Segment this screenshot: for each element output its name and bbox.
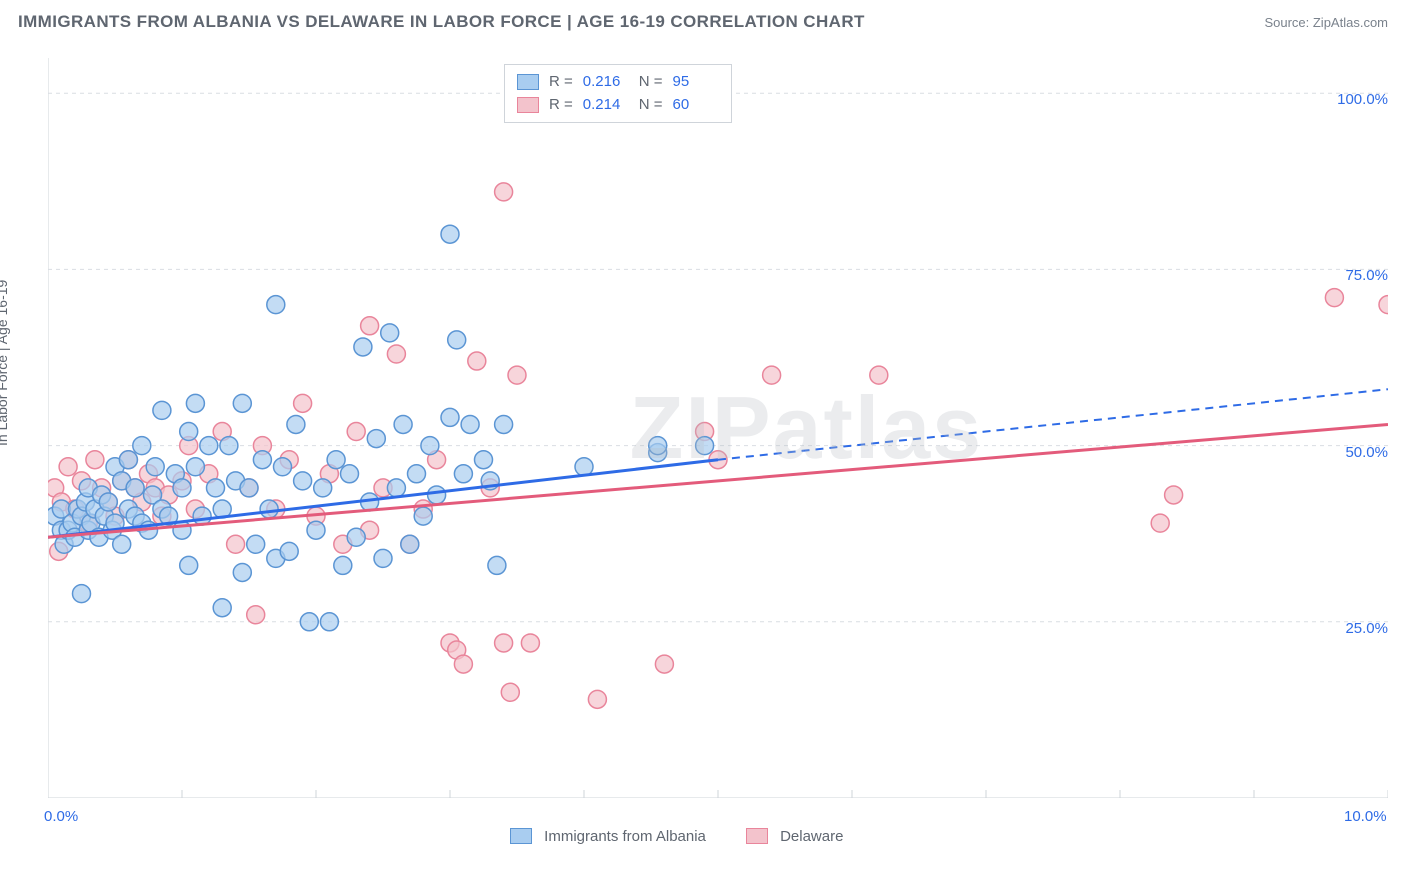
chart-header: IMMIGRANTS FROM ALBANIA VS DELAWARE IN L…	[0, 0, 1406, 38]
x-tick-label: 10.0%	[1344, 808, 1387, 825]
legend-n-value-albania: 95	[673, 71, 719, 94]
legend-n-value-delaware: 60	[673, 94, 719, 117]
x-tick-label: 0.0%	[44, 808, 78, 825]
y-tick-label: 50.0%	[1345, 444, 1388, 461]
legend-label: Delaware	[780, 828, 843, 845]
chart-svg	[48, 58, 1388, 798]
y-tick-label: 75.0%	[1345, 267, 1388, 284]
chart-title: IMMIGRANTS FROM ALBANIA VS DELAWARE IN L…	[18, 12, 865, 32]
legend-r-label: R =	[549, 94, 573, 117]
legend-label: Immigrants from Albania	[544, 828, 706, 845]
legend-r-label: R =	[549, 71, 573, 94]
scatter-chart: R = 0.216 N = 95 R = 0.214 N = 60 ZIPatl…	[48, 58, 1388, 798]
legend-swatch-icon	[746, 828, 768, 844]
legend-n-label: N =	[639, 94, 663, 117]
series-legend: Immigrants from Albania Delaware	[510, 828, 843, 845]
correlation-legend: R = 0.216 N = 95 R = 0.214 N = 60	[504, 64, 732, 123]
legend-item-albania: Immigrants from Albania	[510, 828, 706, 845]
y-tick-label: 100.0%	[1337, 91, 1388, 108]
legend-swatch-albania	[517, 74, 539, 90]
legend-swatch-delaware	[517, 97, 539, 113]
legend-row-albania: R = 0.216 N = 95	[517, 71, 719, 94]
legend-row-delaware: R = 0.214 N = 60	[517, 94, 719, 117]
legend-swatch-icon	[510, 828, 532, 844]
legend-r-value-delaware: 0.214	[583, 94, 629, 117]
y-tick-label: 25.0%	[1345, 620, 1388, 637]
legend-item-delaware: Delaware	[746, 828, 844, 845]
legend-n-label: N =	[639, 71, 663, 94]
y-axis-label: In Labor Force | Age 16-19	[0, 280, 10, 446]
legend-r-value-albania: 0.216	[583, 71, 629, 94]
source-attribution: Source: ZipAtlas.com	[1264, 15, 1388, 30]
